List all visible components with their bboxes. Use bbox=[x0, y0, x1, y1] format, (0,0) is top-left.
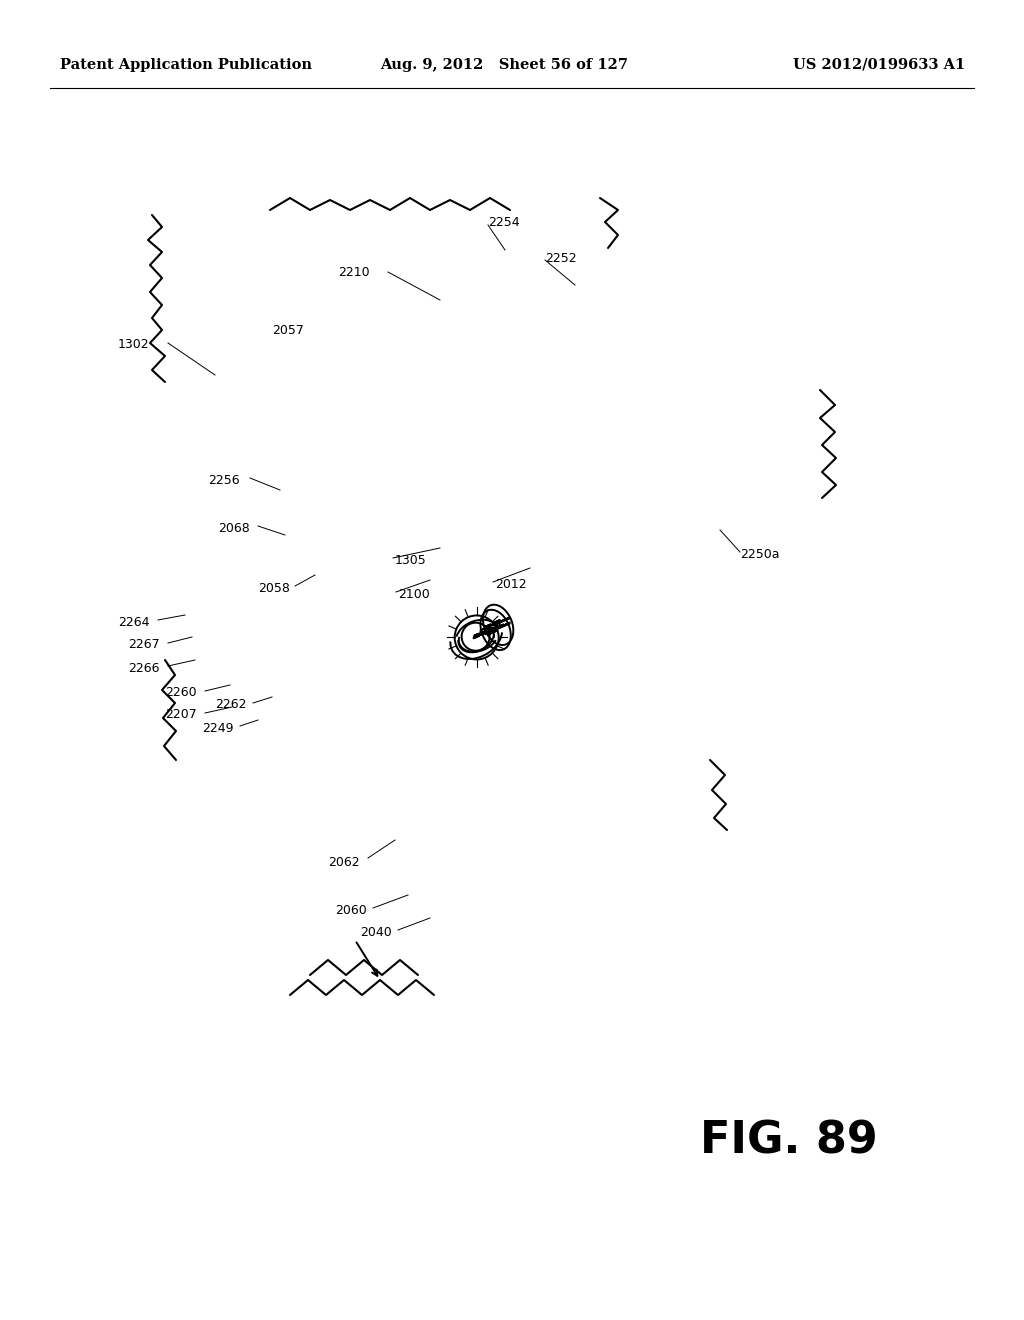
Polygon shape bbox=[474, 635, 475, 638]
Polygon shape bbox=[485, 623, 510, 634]
Polygon shape bbox=[488, 630, 495, 634]
Polygon shape bbox=[474, 626, 503, 638]
Text: US 2012/0199633 A1: US 2012/0199633 A1 bbox=[793, 58, 965, 73]
Text: 2266: 2266 bbox=[128, 661, 160, 675]
Polygon shape bbox=[490, 623, 497, 630]
Polygon shape bbox=[489, 628, 490, 630]
Text: 2060: 2060 bbox=[335, 903, 367, 916]
Polygon shape bbox=[480, 626, 492, 631]
Polygon shape bbox=[493, 627, 496, 630]
Polygon shape bbox=[493, 620, 500, 623]
Text: 2068: 2068 bbox=[218, 521, 250, 535]
Polygon shape bbox=[490, 624, 493, 630]
Polygon shape bbox=[480, 630, 492, 634]
Polygon shape bbox=[495, 618, 509, 624]
Text: FIG. 89: FIG. 89 bbox=[700, 1119, 878, 1163]
Text: 2057: 2057 bbox=[272, 323, 304, 337]
Polygon shape bbox=[493, 622, 500, 628]
Polygon shape bbox=[475, 626, 504, 638]
Polygon shape bbox=[480, 634, 481, 635]
Polygon shape bbox=[490, 622, 500, 626]
Text: 2262: 2262 bbox=[215, 698, 247, 711]
Polygon shape bbox=[488, 631, 497, 634]
Polygon shape bbox=[494, 618, 509, 626]
Polygon shape bbox=[474, 626, 503, 638]
Polygon shape bbox=[473, 626, 502, 639]
Text: 2062: 2062 bbox=[328, 855, 359, 869]
Text: 2249: 2249 bbox=[202, 722, 233, 734]
Polygon shape bbox=[492, 627, 496, 630]
Polygon shape bbox=[480, 630, 483, 634]
Polygon shape bbox=[485, 627, 490, 630]
Polygon shape bbox=[497, 622, 500, 627]
Text: 2256: 2256 bbox=[208, 474, 240, 487]
Polygon shape bbox=[490, 627, 493, 630]
Text: 2267: 2267 bbox=[128, 639, 160, 652]
Polygon shape bbox=[475, 634, 478, 638]
Text: 2100: 2100 bbox=[398, 589, 430, 602]
Text: 2210: 2210 bbox=[338, 265, 370, 279]
Text: 2040: 2040 bbox=[360, 925, 392, 939]
Polygon shape bbox=[490, 628, 497, 634]
Text: 2252: 2252 bbox=[545, 252, 577, 264]
Polygon shape bbox=[483, 626, 492, 632]
Polygon shape bbox=[474, 626, 503, 638]
Text: Aug. 9, 2012   Sheet 56 of 127: Aug. 9, 2012 Sheet 56 of 127 bbox=[380, 58, 628, 73]
Text: 2207: 2207 bbox=[165, 709, 197, 722]
Polygon shape bbox=[474, 634, 478, 636]
Polygon shape bbox=[473, 624, 502, 639]
Text: 2264: 2264 bbox=[118, 615, 150, 628]
Polygon shape bbox=[485, 623, 509, 634]
Polygon shape bbox=[488, 631, 490, 634]
Polygon shape bbox=[474, 626, 503, 638]
Polygon shape bbox=[477, 634, 478, 636]
Polygon shape bbox=[488, 628, 497, 632]
Polygon shape bbox=[480, 627, 488, 634]
Polygon shape bbox=[475, 626, 503, 638]
Polygon shape bbox=[474, 626, 503, 638]
Polygon shape bbox=[479, 628, 492, 634]
Polygon shape bbox=[484, 624, 490, 627]
Polygon shape bbox=[473, 626, 502, 639]
Text: Patent Application Publication: Patent Application Publication bbox=[60, 58, 312, 73]
Text: 2260: 2260 bbox=[165, 686, 197, 700]
Polygon shape bbox=[487, 630, 488, 631]
Polygon shape bbox=[473, 626, 502, 639]
Polygon shape bbox=[473, 624, 504, 638]
Polygon shape bbox=[498, 620, 500, 623]
Text: 1302: 1302 bbox=[118, 338, 150, 351]
Polygon shape bbox=[495, 628, 497, 631]
Text: 2250a: 2250a bbox=[740, 549, 779, 561]
Polygon shape bbox=[475, 626, 504, 638]
Polygon shape bbox=[474, 626, 503, 638]
Text: 2012: 2012 bbox=[495, 578, 526, 591]
Polygon shape bbox=[493, 623, 495, 624]
Polygon shape bbox=[485, 624, 490, 628]
Polygon shape bbox=[474, 626, 502, 639]
Polygon shape bbox=[495, 620, 500, 624]
Polygon shape bbox=[474, 626, 503, 638]
Text: 2254: 2254 bbox=[488, 215, 519, 228]
Text: 2058: 2058 bbox=[258, 582, 290, 594]
Polygon shape bbox=[488, 628, 489, 631]
Text: 1305: 1305 bbox=[395, 553, 427, 566]
Polygon shape bbox=[475, 624, 504, 638]
Polygon shape bbox=[486, 623, 510, 634]
Polygon shape bbox=[478, 628, 492, 634]
Polygon shape bbox=[475, 626, 503, 638]
Polygon shape bbox=[488, 626, 492, 631]
Polygon shape bbox=[494, 618, 509, 624]
